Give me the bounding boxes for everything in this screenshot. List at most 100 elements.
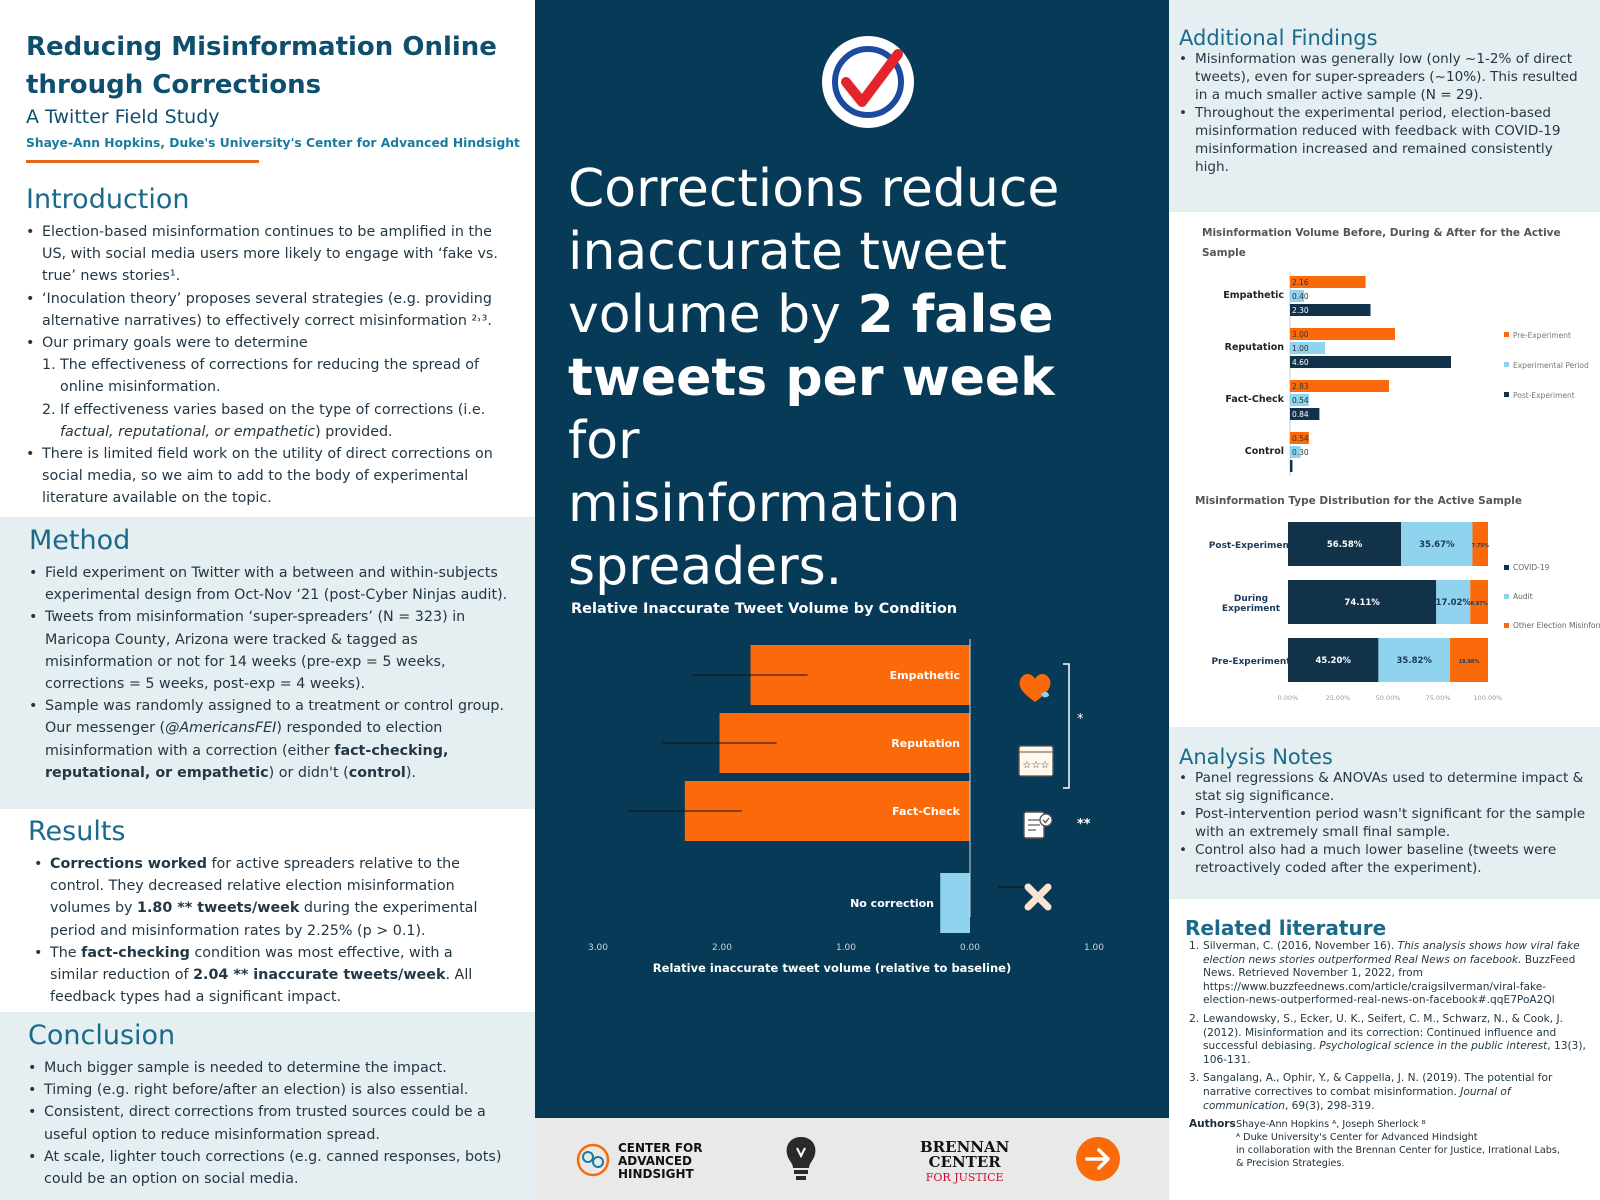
key-finding-statement: Corrections reduce inaccurate tweet volu… — [568, 159, 1060, 597]
category-label: Reputation — [1225, 342, 1285, 353]
bar — [1290, 342, 1325, 354]
legend-label: Post-Experiment — [1513, 391, 1575, 400]
significance-bracket: * — [1063, 663, 1084, 789]
bar — [1290, 394, 1309, 406]
bar — [1290, 328, 1395, 340]
stacked-segment — [1472, 522, 1488, 566]
authors-label: Authors — [1189, 1118, 1236, 1131]
significance-label: ** — [1077, 817, 1091, 832]
bar-label: No correction — [850, 897, 934, 910]
x-tick-label: 75.00% — [1426, 694, 1451, 702]
legend-swatch — [1504, 565, 1509, 570]
segment-label: 74.11% — [1344, 598, 1380, 608]
x-tick-label: 1.00 — [836, 943, 856, 953]
svg-text:*: * — [1077, 712, 1084, 727]
bar-value-label: 2.83 — [1292, 382, 1309, 391]
analysis-bullet: Control also had a much lower baseline (… — [1179, 841, 1590, 877]
results-section: Results Corrections worked for active sp… — [0, 812, 535, 1008]
additional-bullet: Throughout the experimental period, elec… — [1179, 104, 1590, 176]
bar — [1290, 380, 1390, 392]
stacked-segment — [1436, 580, 1471, 624]
sponsor-footer: CENTER FOR ADVANCED HINDSIGHT BRENNAN CENT… — [535, 1118, 1169, 1200]
additional-findings-section: Additional Findings Misinformation was g… — [1169, 0, 1600, 212]
title-underline — [26, 160, 259, 163]
check-logo-icon — [822, 36, 914, 128]
fact-check-icon — [1023, 811, 1053, 839]
stacked-segment — [1288, 522, 1402, 566]
stacked-segment — [1378, 638, 1451, 682]
conclusion-bullet: Consistent, direct corrections from trus… — [28, 1101, 515, 1145]
x-tick-label: 100.00% — [1474, 694, 1503, 702]
stacked-segment — [1470, 580, 1488, 624]
stacked-segment — [1401, 522, 1473, 566]
x-tick-label: 25.00% — [1326, 694, 1351, 702]
legend-swatch — [1504, 332, 1509, 337]
results-bullet: Corrections worked for active spreaders … — [34, 853, 485, 942]
chart-title: Sample — [1202, 247, 1246, 259]
bar — [1290, 408, 1320, 420]
segment-label: 45.20% — [1315, 656, 1351, 666]
category-label: Control — [1245, 446, 1284, 457]
heart-icon — [1019, 673, 1051, 702]
bar-value-label: 0.40 — [1292, 292, 1309, 301]
category-label: During — [1234, 594, 1268, 604]
title-line1: Reducing Misinformation Online — [26, 32, 497, 62]
method-bullet: Tweets from misinformation ‘super-spread… — [29, 606, 515, 695]
method-bullet: Field experiment on Twitter with a betwe… — [29, 562, 515, 606]
related-literature-heading: Related literature — [1185, 916, 1387, 940]
segment-label: 8.87% — [1470, 601, 1487, 607]
category-label: Empathetic — [1223, 290, 1284, 301]
conclusion-bullet: Timing (e.g. right before/after an elect… — [28, 1079, 515, 1101]
svg-text:☆☆☆: ☆☆☆ — [1023, 760, 1050, 771]
intro-goal: 2. If effectiveness varies based on the t… — [42, 401, 486, 440]
bar-value-label: 0.54 — [1292, 396, 1309, 405]
analysis-notes-heading: Analysis Notes — [1179, 745, 1333, 769]
segment-label: 17.02% — [1436, 598, 1472, 608]
x-tick-label: 3.00 — [588, 943, 608, 953]
analysis-bullet: Panel regressions & ANOVAs used to deter… — [1179, 769, 1590, 805]
center-column: Corrections reduce inaccurate tweet volu… — [535, 0, 1169, 1200]
bar-label: Empathetic — [890, 669, 960, 682]
chart-title: Relative Inaccurate Tweet Volume by Cond… — [571, 601, 957, 617]
conclusion-section: Conclusion Much bigger sample is needed … — [0, 1012, 535, 1200]
subtitle: A Twitter Field Study — [26, 106, 220, 128]
results-bullet: The fact-checking condition was most eff… — [34, 942, 485, 1009]
x-tick-label: 50.00% — [1376, 694, 1401, 702]
intro-bullet: ‘Inoculation theory’ proposes several st… — [26, 288, 515, 332]
bar-label: Fact-Check — [892, 805, 961, 818]
legend-swatch — [1504, 623, 1509, 628]
legend-label: Experimental Period — [1513, 361, 1589, 370]
x-tick-label: 0.00% — [1278, 694, 1299, 702]
legend-swatch — [1504, 392, 1509, 397]
category-label: Fact-Check — [1225, 394, 1284, 405]
segment-label: 35.67% — [1419, 540, 1455, 550]
bar — [1290, 356, 1451, 368]
additional-bullet: Misinformation was generally low (only ~… — [1179, 50, 1590, 104]
bar — [1290, 290, 1304, 302]
legend-label: COVID-19 — [1513, 563, 1550, 572]
legend-swatch — [1504, 362, 1509, 367]
arrow-right-icon[interactable] — [1075, 1136, 1121, 1182]
type-distribution-chart: Misinformation Type Distribution for the… — [1195, 495, 1600, 702]
segment-label: 7.75% — [1472, 543, 1489, 549]
x-axis-label: Relative inaccurate tweet volume (relati… — [653, 961, 1011, 975]
condition-bar-chart: Relative Inaccurate Tweet Volume by Cond… — [571, 601, 1104, 975]
bar-value-label: 0.30 — [1292, 448, 1309, 457]
intro-bullet: Election-based misinformation continues … — [26, 221, 515, 288]
segment-label: 18.98% — [1459, 659, 1480, 665]
category-label: Post-Experiment — [1209, 541, 1294, 551]
brain-icon — [576, 1143, 610, 1177]
category-label: Experiment — [1222, 604, 1281, 614]
related-literature-section: Related literature 1. Silverman, C. (2016… — [1169, 910, 1600, 1169]
bar-value-label: 2.16 — [1292, 278, 1309, 287]
left-column: Reducing Misinformation Online through Co… — [0, 0, 535, 1200]
bar-value-label: 0.84 — [1292, 410, 1309, 419]
bar — [1290, 460, 1293, 472]
introduction-heading: Introduction — [26, 184, 190, 215]
rating-stars-icon: ☆☆☆ — [1018, 745, 1054, 777]
bar-value-label: 2.30 — [1292, 306, 1309, 315]
x-tick-label: 0.00 — [960, 943, 980, 953]
cah-logo-text: CENTER FOR ADVANCED HINDSIGHT — [618, 1141, 703, 1181]
legend-label: Other Election Misinformation — [1513, 621, 1600, 630]
bar-value-label: 1.00 — [1292, 344, 1309, 353]
